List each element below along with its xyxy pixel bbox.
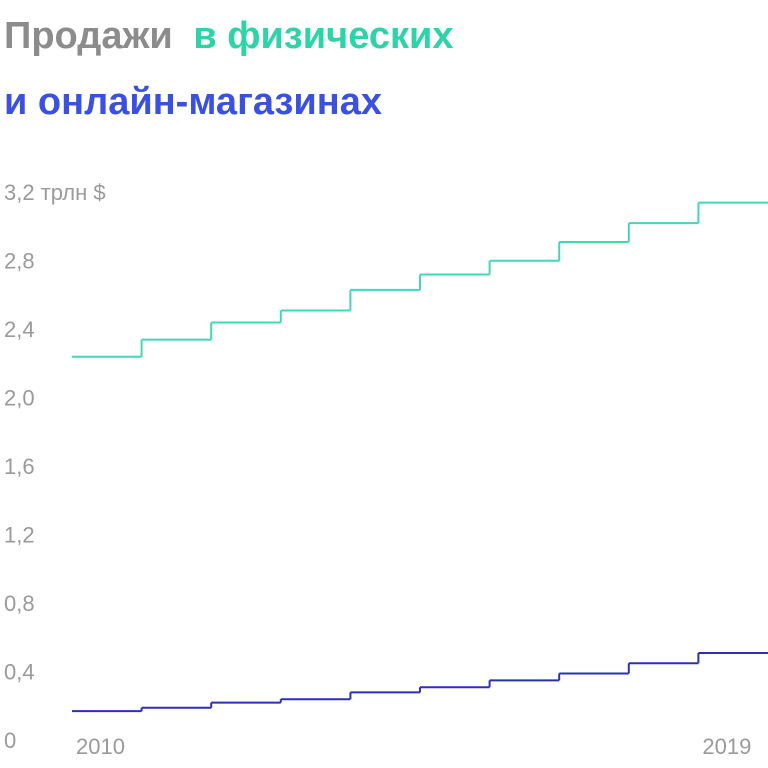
x-tick-label: 2010	[76, 734, 125, 759]
x-tick-label: 2019	[702, 734, 751, 759]
y-tick-label: 2,0	[4, 385, 35, 410]
y-tick-label: 0	[4, 728, 16, 753]
series-name: в физических	[193, 15, 453, 57]
y-tick-label: 0,4	[4, 659, 35, 684]
series-name: и онлайн-магазинах	[4, 81, 382, 123]
chart-title: Продажи	[4, 15, 173, 57]
y-tick-label: 1,6	[4, 454, 35, 479]
y-tick-label: 3,2 трлн $	[4, 180, 106, 205]
y-tick-label: 1,2	[4, 522, 35, 547]
chart-title-line: Продажи в физических	[4, 15, 453, 57]
y-tick-label: 0,8	[4, 591, 35, 616]
y-tick-label: 2,4	[4, 317, 35, 342]
y-tick-label: 2,8	[4, 248, 35, 273]
